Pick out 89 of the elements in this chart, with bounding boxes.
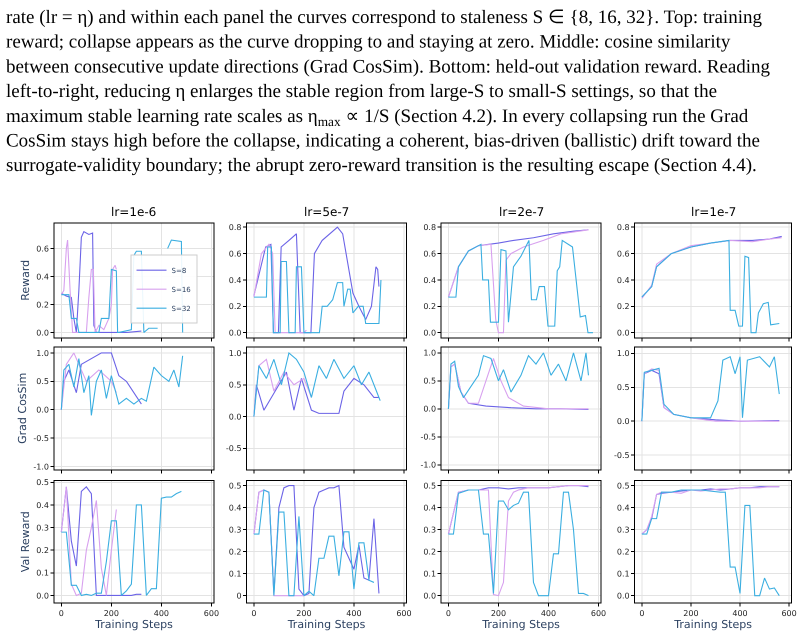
y-tick-label: 0.5 bbox=[616, 481, 630, 490]
y-tick-label: 0.6 bbox=[616, 249, 630, 258]
y-tick-label: 1.0 bbox=[228, 348, 242, 358]
x-axis-title: Training Steps bbox=[481, 618, 560, 631]
y-tick-label: 0.5 bbox=[423, 376, 436, 386]
y-tick-label: 0.6 bbox=[36, 244, 49, 254]
y-tick-label: 0.0 bbox=[36, 406, 49, 415]
y-tick-label: -1.0 bbox=[33, 462, 49, 472]
y-tick-label: 1.0 bbox=[616, 349, 630, 358]
x-tick-label: 600 bbox=[396, 608, 412, 618]
y-tick-label: 0.6 bbox=[228, 249, 242, 258]
x-tick-label: 400 bbox=[154, 608, 170, 618]
y-tick-label: 0.1 bbox=[616, 569, 630, 578]
x-tick-label: 0 bbox=[58, 608, 64, 618]
y-tick-label: -1.0 bbox=[420, 460, 436, 470]
x-tick-label: 600 bbox=[590, 608, 606, 618]
y-tick-label: 0.0 bbox=[616, 416, 630, 426]
y-tick-label: 0.0 bbox=[616, 328, 630, 338]
y-tick-label: 1.0 bbox=[36, 348, 49, 358]
x-axis-title: Training Steps bbox=[673, 618, 752, 631]
y-tick-label: 0.8 bbox=[423, 223, 436, 232]
y-tick-label: 0.4 bbox=[36, 272, 49, 282]
y-tick-label: 0.5 bbox=[36, 478, 49, 488]
chart-title: lr=1e-6 bbox=[111, 205, 156, 219]
x-tick-label: 400 bbox=[540, 608, 556, 618]
y-axis-title: Val Reward bbox=[18, 511, 32, 572]
y-tick-label: 0.0 bbox=[36, 591, 49, 600]
y-tick-label: 0.0 bbox=[423, 591, 436, 600]
x-tick-label: 200 bbox=[296, 608, 312, 618]
y-tick-label: 0.4 bbox=[228, 276, 242, 285]
x-tick-label: 400 bbox=[732, 608, 748, 618]
y-tick-label: 0.2 bbox=[228, 302, 242, 312]
y-tick-label: 0.4 bbox=[616, 503, 630, 512]
y-tick-label: -0.5 bbox=[420, 432, 436, 442]
x-tick-label: 0 bbox=[446, 608, 451, 618]
y-tick-label: -0.5 bbox=[614, 450, 630, 460]
y-tick-label: 0.4 bbox=[423, 276, 436, 285]
y-tick-label: 0.3 bbox=[228, 525, 242, 534]
y-tick-label: 0.1 bbox=[423, 569, 436, 578]
y-tick-label: 0.1 bbox=[228, 569, 242, 578]
x-tick-label: 0 bbox=[639, 608, 644, 618]
x-tick-label: 0 bbox=[251, 608, 256, 618]
y-tick-label: 0.5 bbox=[228, 481, 242, 490]
y-tick-label: -0.5 bbox=[226, 444, 242, 454]
chart-title: lr=2e-7 bbox=[499, 205, 544, 219]
y-tick-label: 0.5 bbox=[228, 380, 242, 390]
y-tick-label: 0.2 bbox=[616, 547, 630, 556]
y-tick-label: 1.0 bbox=[423, 348, 436, 358]
x-tick-label: 200 bbox=[104, 608, 119, 618]
y-tick-label: 0.3 bbox=[616, 525, 630, 534]
x-axis-title: Training Steps bbox=[286, 618, 366, 631]
y-axis-title: Reward bbox=[18, 260, 32, 301]
chart-title: lr=1e-7 bbox=[691, 205, 736, 219]
y-tick-label: 0.2 bbox=[616, 302, 630, 312]
y-tick-label: 0.2 bbox=[36, 300, 49, 310]
y-tick-label: 0 bbox=[236, 591, 242, 600]
text: rate (lr = η) and within each panel the curves correspond to staleness S ∈ {8, 16, 32}. Top: training reward; collapse appears as the curve dropping to and staying at zero. Middle: cosine similarity between consecutive update directions (Grad CosSim). Bottom: held-out validation reward. Reading left-to-right, reducing η enlarges the stable region from large-S to small-S settings, so that the maximum stable learning rate scales as η$_{max}$ ∝ 1/S (Section 4.2). In every collapsing run the Grad CosSim stays high before the collapse, indicating a coherent, bias-driven (ballistic) drift toward the surrogate-validity boundary; the abrupt zero-reward transition is the resulting escape (Section 4.4). bbox=[6, 7, 770, 176]
y-tick-label: 0.2 bbox=[228, 547, 242, 556]
y-tick-label: 0.4 bbox=[616, 276, 630, 285]
x-tick-label: 600 bbox=[781, 608, 797, 618]
y-tick-label: 0.0 bbox=[423, 404, 436, 414]
y-tick-label: 0.0 bbox=[228, 328, 242, 338]
y-tick-label: 0.0 bbox=[36, 328, 49, 338]
y-tick-label: 0.2 bbox=[423, 547, 436, 556]
y-tick-label: 0.2 bbox=[36, 546, 49, 556]
y-tick-label: 0.4 bbox=[423, 503, 436, 512]
y-tick-label: 0.8 bbox=[616, 223, 630, 232]
y-tick-label: 0.5 bbox=[616, 383, 630, 392]
y-tick-label: 0.3 bbox=[36, 523, 49, 532]
y-tick-label: 0.8 bbox=[228, 223, 242, 232]
x-tick-label: 200 bbox=[490, 608, 506, 618]
y-tick-label: 0.0 bbox=[423, 328, 436, 338]
y-tick-label: 0.4 bbox=[36, 500, 49, 510]
y-tick-label: 0.5 bbox=[36, 377, 49, 386]
x-axis-title: Training Steps bbox=[94, 618, 174, 631]
y-tick-label: 0.1 bbox=[36, 568, 49, 578]
y-tick-label: 0.0 bbox=[228, 412, 242, 422]
y-tick-label: 0.5 bbox=[423, 481, 436, 490]
y-tick-label: 0.2 bbox=[423, 302, 436, 312]
y-tick-label: 0.4 bbox=[228, 503, 242, 512]
x-tick-label: 600 bbox=[204, 608, 220, 618]
x-tick-label: 400 bbox=[346, 608, 362, 618]
y-tick-label: 0.3 bbox=[423, 525, 436, 534]
y-tick-label: 0.0 bbox=[616, 591, 630, 600]
y-tick-label: 0.6 bbox=[423, 249, 436, 258]
x-tick-label: 200 bbox=[683, 608, 699, 618]
y-axis-title: Grad CosSim bbox=[16, 372, 30, 444]
chart-title: lr=5e-7 bbox=[304, 205, 350, 219]
y-tick-label: -0.5 bbox=[33, 434, 49, 443]
